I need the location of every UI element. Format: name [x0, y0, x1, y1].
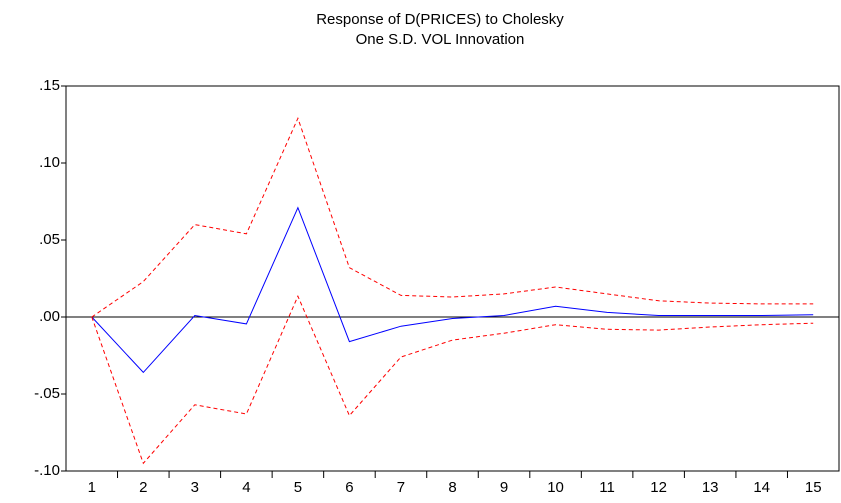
x-tick-label: 14: [753, 479, 770, 496]
x-tick-label: 8: [448, 479, 456, 496]
x-tick-label: 9: [500, 479, 508, 496]
x-tick-label: 10: [547, 479, 564, 496]
y-tick-label: .05: [39, 231, 60, 248]
y-tick-label: .00: [39, 308, 60, 325]
series-line: [91, 294, 814, 465]
y-tick-label: .10: [39, 154, 60, 171]
x-tick-label: 11: [599, 479, 615, 496]
y-tick-label: -.10: [34, 462, 60, 479]
series-line: [91, 116, 814, 318]
x-tick-label: 7: [397, 479, 405, 496]
chart-title: Response of D(PRICES) to Cholesky: [316, 11, 564, 28]
x-tick-label: 12: [650, 479, 667, 496]
x-tick-label: 1: [88, 479, 96, 496]
y-tick-label: .15: [39, 77, 60, 94]
x-tick-label: 15: [805, 479, 822, 496]
x-tick-label: 5: [294, 479, 302, 496]
x-tick-label: 2: [139, 479, 147, 496]
x-tick-label: 6: [345, 479, 353, 496]
chart-title: One S.D. VOL Innovation: [356, 31, 525, 48]
x-tick-label: 3: [191, 479, 199, 496]
plot-frame: [65, 85, 840, 472]
x-tick-label: 4: [242, 479, 250, 496]
series-line: [91, 206, 814, 374]
y-tick-label: -.05: [34, 385, 60, 402]
x-tick-label: 13: [702, 479, 719, 496]
